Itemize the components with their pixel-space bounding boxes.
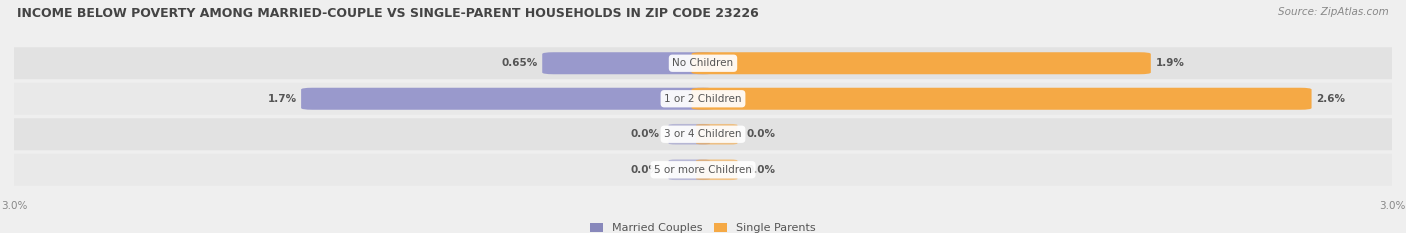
FancyBboxPatch shape bbox=[0, 154, 1406, 186]
FancyBboxPatch shape bbox=[669, 159, 710, 180]
Text: INCOME BELOW POVERTY AMONG MARRIED-COUPLE VS SINGLE-PARENT HOUSEHOLDS IN ZIP COD: INCOME BELOW POVERTY AMONG MARRIED-COUPL… bbox=[17, 7, 759, 20]
FancyBboxPatch shape bbox=[301, 88, 714, 110]
Text: 1 or 2 Children: 1 or 2 Children bbox=[664, 94, 742, 104]
FancyBboxPatch shape bbox=[692, 52, 1150, 74]
Text: 0.0%: 0.0% bbox=[747, 165, 776, 175]
FancyBboxPatch shape bbox=[0, 47, 1406, 79]
Text: Source: ZipAtlas.com: Source: ZipAtlas.com bbox=[1278, 7, 1389, 17]
FancyBboxPatch shape bbox=[0, 118, 1406, 150]
Text: 2.6%: 2.6% bbox=[1316, 94, 1346, 104]
FancyBboxPatch shape bbox=[692, 88, 1312, 110]
FancyBboxPatch shape bbox=[0, 83, 1406, 115]
Text: 0.0%: 0.0% bbox=[630, 129, 659, 139]
Text: 0.0%: 0.0% bbox=[630, 165, 659, 175]
Text: 0.0%: 0.0% bbox=[747, 129, 776, 139]
FancyBboxPatch shape bbox=[696, 124, 738, 144]
Text: 5 or more Children: 5 or more Children bbox=[654, 165, 752, 175]
Text: 0.65%: 0.65% bbox=[502, 58, 537, 68]
Text: No Children: No Children bbox=[672, 58, 734, 68]
Text: 1.9%: 1.9% bbox=[1156, 58, 1184, 68]
FancyBboxPatch shape bbox=[543, 52, 714, 74]
Text: 3 or 4 Children: 3 or 4 Children bbox=[664, 129, 742, 139]
FancyBboxPatch shape bbox=[669, 124, 710, 144]
Legend: Married Couples, Single Parents: Married Couples, Single Parents bbox=[586, 218, 820, 233]
FancyBboxPatch shape bbox=[696, 159, 738, 180]
Text: 1.7%: 1.7% bbox=[267, 94, 297, 104]
